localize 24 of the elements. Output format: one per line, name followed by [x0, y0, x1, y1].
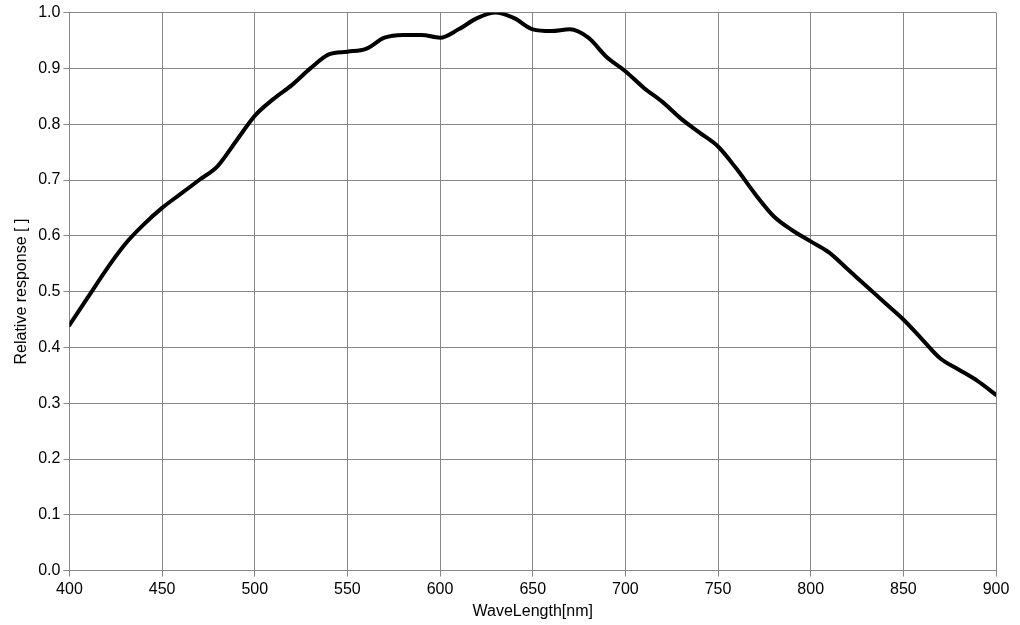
x-tick-label: 450: [148, 579, 176, 597]
y-tick-label: 1.0: [38, 3, 61, 21]
x-tick-label: 500: [241, 579, 269, 597]
y-axis-title: Relative response [ ]: [12, 218, 30, 365]
y-tick-label: 0.8: [38, 114, 61, 132]
x-tick-label: 750: [704, 579, 732, 597]
y-tick-label: 0.7: [38, 170, 61, 188]
x-tick-label: 800: [797, 579, 825, 597]
x-tick-label: 400: [56, 579, 83, 597]
y-tick-label: 0.1: [38, 505, 61, 523]
x-tick-label: 850: [889, 579, 917, 597]
y-tick-label: 0.4: [38, 337, 61, 355]
y-tick-label: 0.6: [38, 226, 61, 244]
x-tick-label: 550: [334, 579, 361, 597]
x-tick-label: 600: [426, 579, 454, 597]
x-tick-label: 650: [519, 579, 547, 597]
x-axis-title: WaveLength[nm]: [472, 601, 593, 619]
x-tick-label: 700: [612, 579, 639, 597]
y-tick-label: 0.0: [38, 561, 61, 579]
y-tick-label: 0.2: [38, 449, 61, 467]
y-tick-label: 0.3: [38, 393, 61, 411]
y-tick-label: 0.9: [38, 58, 61, 76]
x-tick-label: 900: [982, 579, 1010, 597]
y-tick-label: 0.5: [38, 282, 61, 300]
